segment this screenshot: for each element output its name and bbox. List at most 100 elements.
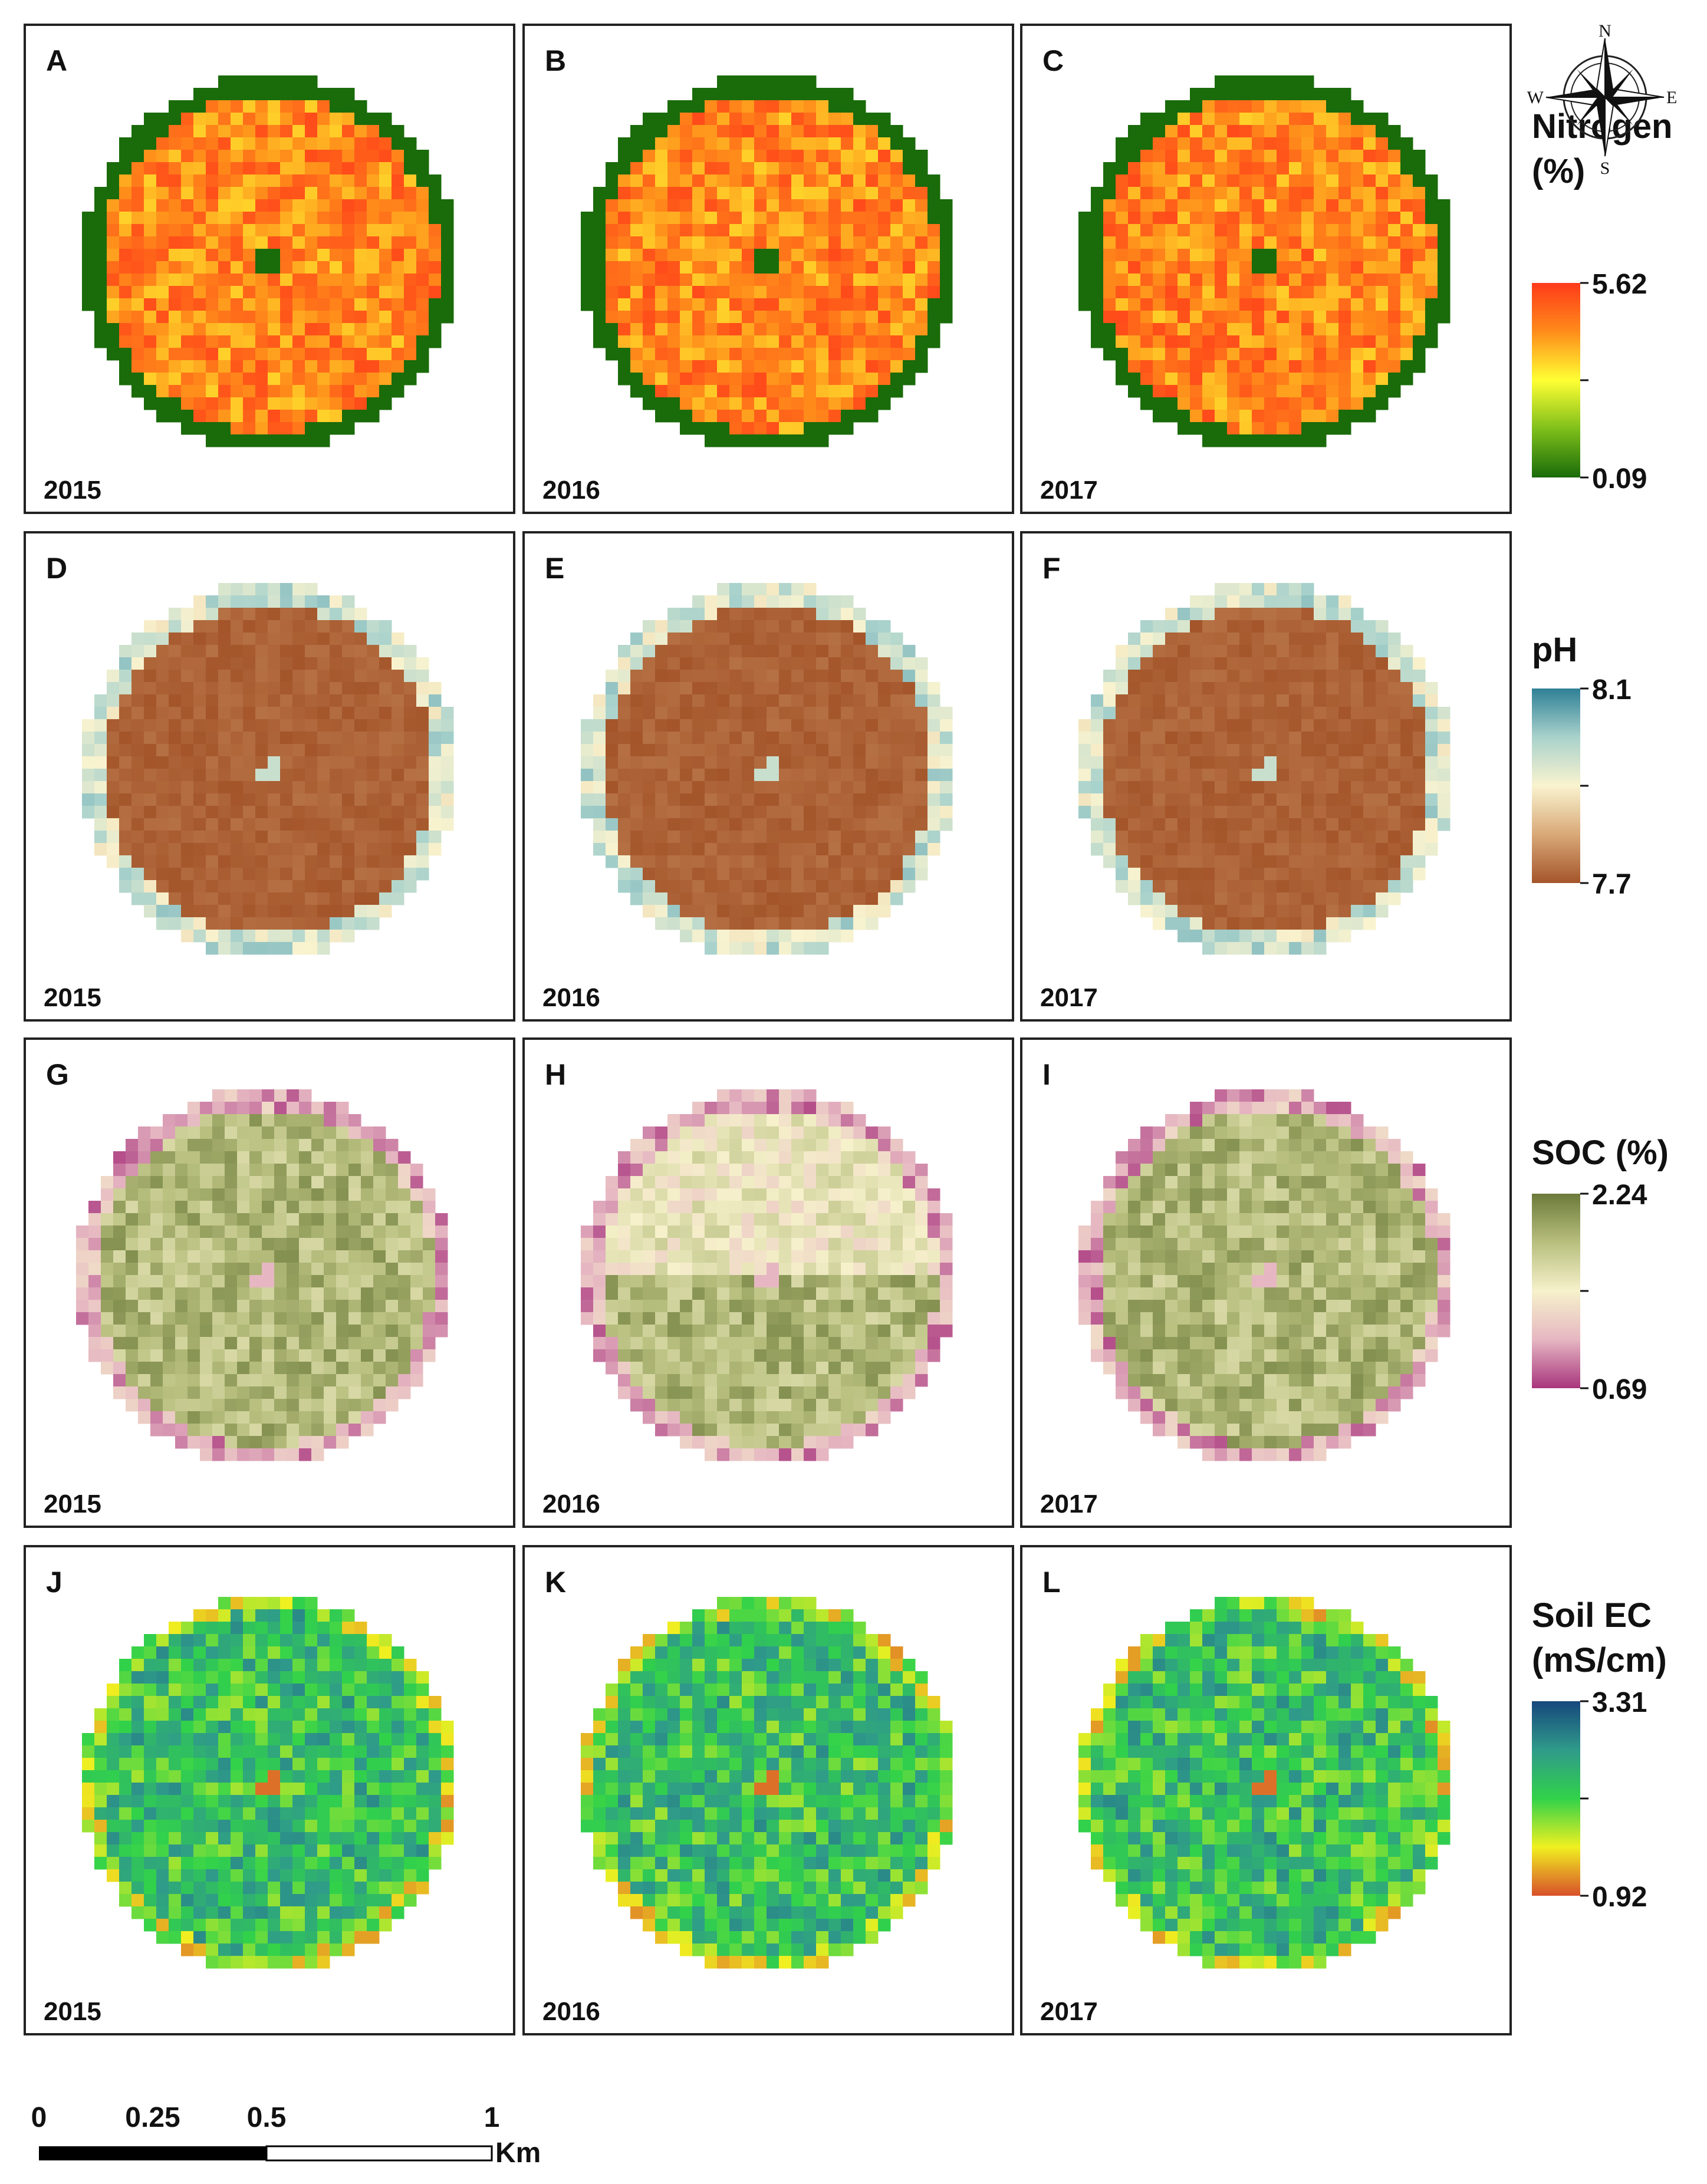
raster-cell (292, 422, 305, 435)
raster-cell (292, 88, 305, 101)
raster-cell (1252, 199, 1265, 212)
raster-cell (618, 657, 631, 670)
raster-cell (367, 645, 380, 658)
raster-cell (1314, 348, 1327, 361)
raster-cell (791, 212, 804, 225)
raster-cell (188, 1139, 200, 1152)
raster-cell (193, 385, 206, 398)
raster-cell (1289, 212, 1302, 225)
raster-cell (367, 880, 380, 893)
raster-cell (330, 880, 343, 893)
raster-cell (1301, 892, 1314, 905)
raster-cell (231, 657, 244, 670)
raster-cell (218, 311, 231, 324)
raster-cell (330, 917, 343, 930)
raster-cell (1326, 187, 1339, 200)
raster-cell (841, 335, 854, 348)
raster-cell (1165, 781, 1178, 794)
raster-cell (1165, 620, 1178, 633)
raster-cell (361, 1164, 374, 1177)
raster-cell (1190, 645, 1203, 658)
raster-cell (243, 657, 256, 670)
raster-cell (705, 422, 718, 435)
raster-cell (791, 100, 804, 113)
raster-cell (816, 868, 829, 881)
raster-cell (163, 1176, 176, 1189)
raster-cell (249, 1312, 262, 1325)
raster-cell (101, 1213, 114, 1226)
raster-cell (1227, 670, 1240, 683)
raster-cell (262, 1250, 275, 1263)
raster-cell (1314, 212, 1327, 225)
raster-cell (82, 286, 95, 299)
raster-cell (754, 633, 767, 645)
raster-cell (212, 1089, 225, 1102)
raster-cell (379, 719, 392, 732)
raster-cell (156, 880, 169, 893)
raster-cell (791, 162, 804, 175)
raster-cell (169, 150, 182, 163)
raster-cell (1289, 422, 1302, 435)
raster-cell (1128, 880, 1141, 893)
raster-cell (373, 1325, 386, 1338)
raster-cell (268, 917, 281, 930)
raster-cell (243, 843, 256, 856)
raster-cell (1326, 732, 1339, 745)
raster-cell (262, 1139, 275, 1152)
raster-cell (841, 707, 854, 720)
raster-cell (330, 212, 343, 225)
raster-cell (1376, 311, 1389, 324)
raster-cell (243, 385, 256, 398)
raster-cell (1425, 843, 1438, 856)
raster-cell (292, 199, 305, 212)
raster-cell (1314, 831, 1327, 844)
raster-cell (1363, 385, 1376, 398)
raster-cell (367, 373, 380, 386)
raster-cell (667, 385, 680, 398)
raster-cell (429, 212, 442, 225)
raster-cell (144, 855, 157, 868)
raster-cell (717, 694, 730, 707)
raster-cell (804, 422, 817, 435)
raster-cell (1289, 744, 1302, 757)
raster-cell (416, 236, 429, 249)
raster-cell (138, 1263, 151, 1276)
raster-cell (188, 1275, 200, 1288)
raster-cell (866, 843, 879, 856)
raster-cell (828, 410, 841, 423)
raster-cell (853, 756, 866, 769)
raster-cell (816, 174, 829, 187)
raster-cell (630, 311, 643, 324)
raster-cell (729, 249, 742, 262)
raster-cell (1425, 249, 1438, 262)
raster-cell (255, 323, 268, 336)
raster-cell (292, 831, 305, 844)
raster-cell (1140, 682, 1153, 695)
raster-cell (1252, 385, 1265, 398)
raster-cell (218, 831, 231, 844)
raster-cell (804, 434, 817, 447)
raster-cell (354, 707, 367, 720)
raster-cell (742, 137, 755, 150)
raster-cell (255, 261, 268, 274)
raster-cell (1202, 930, 1215, 943)
raster-cell (1388, 855, 1401, 868)
raster-cell (268, 905, 281, 918)
raster-cell (274, 1126, 287, 1139)
raster-cell (1351, 657, 1364, 670)
raster-cell (915, 236, 928, 249)
raster-cell (1239, 707, 1252, 720)
raster-cell (1252, 707, 1265, 720)
raster-cell (262, 1349, 275, 1362)
raster-cell (280, 249, 293, 262)
raster-cell (742, 694, 755, 707)
raster-cell (667, 880, 680, 893)
raster-cell (243, 756, 256, 769)
raster-cell (175, 1126, 188, 1139)
raster-cell (317, 348, 330, 361)
raster-cell (729, 224, 742, 237)
raster-cell (1338, 744, 1351, 757)
raster-cell (1239, 434, 1252, 447)
raster-cell (878, 385, 891, 398)
raster-cell (692, 694, 705, 707)
